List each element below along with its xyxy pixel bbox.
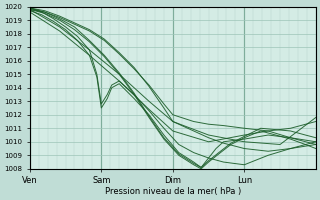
X-axis label: Pression niveau de la mer( hPa ): Pression niveau de la mer( hPa ) xyxy=(105,187,241,196)
